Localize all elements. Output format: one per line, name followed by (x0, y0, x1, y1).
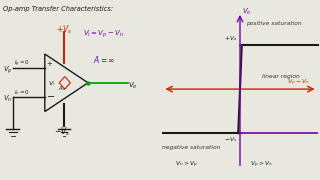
Text: $V_o$: $V_o$ (128, 81, 138, 91)
Text: positive saturation: positive saturation (246, 21, 302, 26)
Text: $A = \infty$: $A = \infty$ (93, 54, 116, 65)
Text: Op-amp Transfer Characteristics:: Op-amp Transfer Characteristics: (3, 6, 113, 12)
Text: $-$: $-$ (46, 90, 55, 100)
Text: $+$: $+$ (46, 59, 53, 68)
Text: $I_n=0$: $I_n=0$ (14, 88, 30, 96)
Text: $V_o$: $V_o$ (242, 6, 252, 17)
Text: $V_p - V_n$: $V_p - V_n$ (287, 78, 310, 88)
Text: $+V_s$: $+V_s$ (224, 34, 237, 43)
Text: $I_p=0$: $I_p=0$ (14, 58, 30, 69)
Text: $V_p > V_n$: $V_p > V_n$ (250, 160, 273, 170)
Text: negative saturation: negative saturation (163, 145, 221, 150)
Text: $V_p$: $V_p$ (3, 65, 12, 76)
Text: $+V_s$: $+V_s$ (56, 23, 72, 36)
Text: $-V_s$: $-V_s$ (54, 126, 71, 138)
Text: $V_i = V_p - V_n$: $V_i = V_p - V_n$ (83, 29, 124, 40)
Text: $V_i$: $V_i$ (48, 79, 55, 87)
Text: $-V_s$: $-V_s$ (224, 135, 237, 144)
Text: $V_n$: $V_n$ (3, 94, 12, 104)
Text: linear region: linear region (262, 74, 300, 79)
Text: $V_n > V_p$: $V_n > V_p$ (175, 160, 198, 170)
Text: $A_v$: $A_v$ (58, 84, 66, 93)
